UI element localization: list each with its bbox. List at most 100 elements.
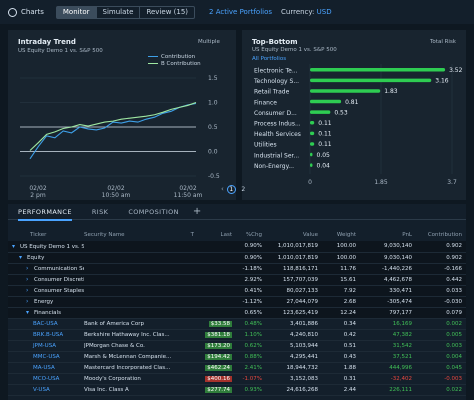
- column-header-security-name[interactable]: Security Name: [84, 231, 125, 238]
- cell-pnl: 31,542: [360, 340, 416, 352]
- currency-selector[interactable]: Currency: USD: [281, 8, 332, 16]
- chevron-down-icon[interactable]: ▾: [12, 242, 16, 250]
- column-header-t[interactable]: T: [190, 231, 194, 238]
- page-2-button[interactable]: 2: [241, 185, 246, 193]
- ticker-link[interactable]: BRK.B-USA: [33, 331, 64, 338]
- tab-risk[interactable]: RISK: [91, 207, 109, 216]
- cell-ticker: › Energy: [8, 296, 84, 308]
- page-1-button[interactable]: 1: [226, 184, 236, 194]
- cell-name: [84, 296, 184, 308]
- column-header-last[interactable]: Last: [220, 231, 232, 238]
- chevron-right-icon[interactable]: ›: [26, 298, 29, 305]
- chevron-right-icon[interactable]: ›: [26, 276, 29, 283]
- active-portfolios-link[interactable]: 2 Active Portfolios: [209, 8, 273, 16]
- table-row[interactable]: MA-USA Mastercard Incorporated Clas... $46…: [8, 362, 466, 374]
- bar-value-label: 0.11: [318, 131, 332, 138]
- bar[interactable]: [310, 99, 342, 104]
- chevron-down-icon[interactable]: ▾: [26, 309, 30, 316]
- group-row[interactable]: › Consumer Staples 0.41% 80,027,133 7.92 330,…: [8, 285, 466, 297]
- total-risk-label: Total Risk: [430, 39, 456, 45]
- column-header-ticker[interactable]: Ticker: [30, 231, 47, 238]
- cell-pnl: -32,402: [360, 373, 416, 385]
- cell-chg: 0.93%: [236, 384, 266, 396]
- group-row[interactable]: › Communication Services -1.18%118,816,171…: [8, 263, 466, 275]
- cell-pnl: 16,169: [360, 318, 416, 330]
- intraday-trend-panel: Intraday Trend US Equity Demo 1 vs. S&P …: [8, 30, 236, 200]
- table-row[interactable]: BRK.B-USA Berkshire Hathaway Inc. Clas...…: [8, 329, 466, 341]
- cell-weight: 0.34: [322, 318, 360, 330]
- tab-composition[interactable]: COMPOSITION: [128, 207, 179, 216]
- charts-link[interactable]: Charts: [21, 8, 44, 16]
- cell-contrib: 0.902: [416, 252, 466, 264]
- column-header-chg[interactable]: %Chg: [245, 231, 262, 238]
- cell-pnl: -305,474: [360, 296, 416, 308]
- cell-last: [198, 263, 236, 275]
- table-row[interactable]: JPM-USA JPMorgan Chase & Co. $173.20 0.62% 5…: [8, 340, 466, 352]
- mode-tabs: Monitor Simulate Review (15): [55, 5, 196, 19]
- column-header-pnl[interactable]: PnL: [402, 231, 412, 238]
- table-row[interactable]: BAC-USA Bank of America Corp $33.58 0.48% 3,…: [8, 318, 466, 330]
- charts-icon[interactable]: [8, 7, 17, 17]
- x-tick-label: 10:50 am: [102, 192, 131, 199]
- bar[interactable]: [310, 78, 432, 83]
- table-row[interactable]: MCO-USA Moody's Corporation $400.16 -1.07% 3…: [8, 373, 466, 385]
- cell-weight: 15.61: [322, 274, 360, 286]
- group-row[interactable]: ▾ Equity 0.90% 1,010,017,819 100.00 9,030,140…: [8, 252, 466, 264]
- ticker-link[interactable]: MCO-USA: [33, 375, 60, 382]
- cell-pnl: 797,177: [360, 307, 416, 319]
- portfolio-filter[interactable]: All Portfolios: [252, 56, 287, 62]
- group-row[interactable]: › Consumer Discretionary 2.92%157,707,0391…: [8, 274, 466, 286]
- cell-t: [184, 263, 198, 275]
- cell-chg: 0.48%: [236, 318, 266, 330]
- chevron-right-icon[interactable]: ›: [26, 265, 29, 272]
- tab-review[interactable]: Review (15): [146, 7, 189, 16]
- tab-simulate[interactable]: Simulate: [97, 6, 141, 18]
- column-header-weight[interactable]: Weight: [336, 231, 356, 238]
- bar[interactable]: [310, 131, 315, 136]
- column-header-value[interactable]: Value: [302, 231, 318, 238]
- bar[interactable]: [310, 68, 446, 72]
- tab-performance[interactable]: PERFORMANCE: [18, 208, 72, 221]
- chevron-left-icon[interactable]: ‹: [221, 185, 224, 193]
- group-row[interactable]: ▾ Financials 0.65% 123,625,419 12.24 797,177 0…: [8, 307, 466, 319]
- bar[interactable]: [310, 110, 331, 114]
- topbottom-title: Top-Bottom: [252, 38, 298, 46]
- tab-monitor[interactable]: Monitor: [56, 6, 97, 18]
- category-label: Consumer D...: [254, 110, 297, 117]
- bar[interactable]: [310, 89, 381, 93]
- bar[interactable]: [310, 152, 313, 157]
- cell-pnl: 444,996: [360, 362, 416, 374]
- cell-value: 24,616,268: [266, 384, 322, 396]
- intraday-title: Intraday Trend: [18, 38, 76, 46]
- ticker-link[interactable]: BAC-USA: [33, 320, 58, 327]
- cell-value: 80,027,133: [266, 285, 322, 297]
- cell-pnl: 9,030,140: [360, 252, 416, 264]
- cell-ticker: › Communication Services: [8, 263, 84, 275]
- bar[interactable]: [310, 121, 315, 125]
- ticker-link[interactable]: MA-USA: [33, 364, 55, 371]
- x-tick-label: 02/02: [179, 185, 196, 192]
- cell-chg: -1.07%: [236, 373, 266, 385]
- group-row[interactable]: ▾ US Equity Demo 1 vs. S&P 500 0.90%1,010,…: [8, 241, 466, 253]
- bar[interactable]: [310, 163, 313, 167]
- add-tab-icon[interactable]: +: [192, 206, 202, 217]
- chevron-right-icon[interactable]: ›: [26, 287, 29, 294]
- legend-label: Contribution: [161, 53, 196, 60]
- y-tick-label: 1.5: [208, 75, 218, 82]
- ticker-link[interactable]: V-USA: [33, 386, 50, 393]
- column-header-contribution[interactable]: Contribution: [427, 231, 462, 238]
- bar[interactable]: [310, 142, 315, 146]
- y-tick-label: 0.5: [208, 124, 218, 131]
- ticker-link[interactable]: JPM-USA: [33, 342, 57, 349]
- cell-chg: 0.90%: [236, 241, 266, 253]
- currency-value: USD: [316, 8, 332, 16]
- cell-pnl: 226,111: [360, 384, 416, 396]
- chevron-down-icon[interactable]: ▾: [19, 254, 23, 261]
- group-row[interactable]: › Energy -1.12% 27,044,079 2.68 -305,474 -0.03…: [8, 296, 466, 308]
- category-label: Technology S...: [253, 78, 299, 85]
- table-row[interactable]: MMC-USA Marsh & McLennan Companie... $194.…: [8, 351, 466, 363]
- table-row[interactable]: V-USA Visa Inc. Class A $277.74 0.93% 24,616…: [8, 384, 466, 396]
- cell-weight: 1.88: [322, 362, 360, 374]
- ticker-link[interactable]: MMC-USA: [33, 353, 60, 360]
- holdings-panel: PERFORMANCE RISK COMPOSITION + Ticker Se…: [8, 204, 466, 400]
